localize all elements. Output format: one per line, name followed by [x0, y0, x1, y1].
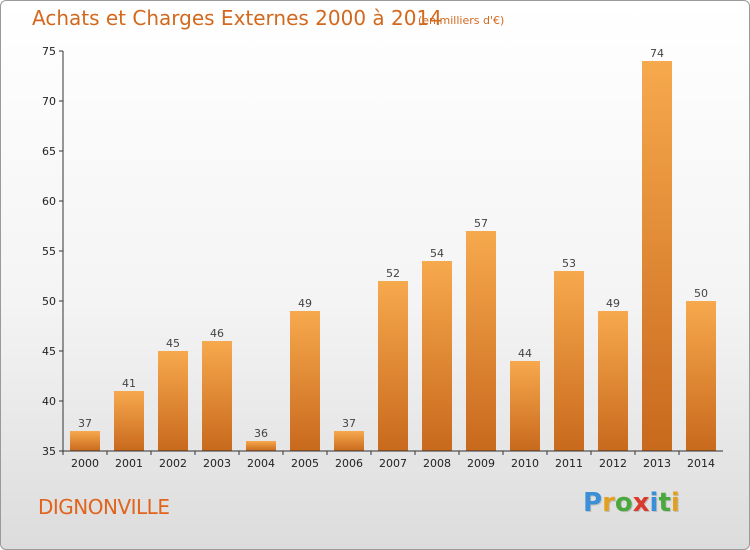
chart-title: Achats et Charges Externes 2000 à 2014	[32, 6, 442, 30]
x-tick-label: 2008	[423, 457, 451, 470]
x-tick-label: 2005	[291, 457, 319, 470]
x-tick-label: 2012	[599, 457, 627, 470]
y-tick-label: 60	[42, 195, 56, 208]
bar	[290, 311, 320, 451]
bar-value-label: 37	[342, 417, 356, 430]
x-tick-label: 2010	[511, 457, 539, 470]
proxiti-logo: Proxiti	[583, 488, 680, 518]
bar	[422, 261, 452, 451]
commune-name: DIGNONVILLE	[38, 495, 170, 519]
bar-value-label: 50	[694, 287, 708, 300]
x-tick-label: 2007	[379, 457, 407, 470]
bar-value-label: 52	[386, 267, 400, 280]
y-tick-label: 55	[42, 245, 56, 258]
y-tick-label: 75	[42, 45, 56, 58]
logo-letter: x	[632, 488, 650, 518]
bar	[202, 341, 232, 451]
bar	[378, 281, 408, 451]
logo-letter: t	[658, 488, 671, 518]
bar	[114, 391, 144, 451]
bar-value-label: 53	[562, 257, 576, 270]
logo-letter: o	[614, 488, 633, 518]
y-tick-label: 50	[42, 295, 56, 308]
bar-value-label: 46	[210, 327, 224, 340]
bar-value-label: 49	[298, 297, 312, 310]
bar	[246, 441, 276, 451]
bar-value-label: 54	[430, 247, 444, 260]
logo-letter: i	[670, 488, 680, 518]
x-tick-label: 2009	[467, 457, 495, 470]
x-tick-label: 2002	[159, 457, 187, 470]
bar	[70, 431, 100, 451]
logo-letter: r	[602, 488, 615, 518]
bar-value-label: 49	[606, 297, 620, 310]
x-tick-label: 2014	[687, 457, 715, 470]
y-tick-label: 35	[42, 445, 56, 458]
bar	[686, 301, 716, 451]
bar-value-label: 44	[518, 347, 532, 360]
logo-letter: P	[583, 488, 603, 518]
y-tick-label: 40	[42, 395, 56, 408]
y-tick-label: 65	[42, 145, 56, 158]
bar-value-label: 57	[474, 217, 488, 230]
x-tick-label: 2004	[247, 457, 275, 470]
x-tick-label: 2001	[115, 457, 143, 470]
bar	[598, 311, 628, 451]
x-tick-label: 2006	[335, 457, 363, 470]
y-tick-label: 70	[42, 95, 56, 108]
bar	[466, 231, 496, 451]
x-tick-label: 2011	[555, 457, 583, 470]
bar-value-label: 74	[650, 47, 664, 60]
bar	[510, 361, 540, 451]
bar-value-label: 45	[166, 337, 180, 350]
y-tick-label: 45	[42, 345, 56, 358]
bar	[642, 61, 672, 451]
x-tick-label: 2000	[71, 457, 99, 470]
bar-value-label: 36	[254, 427, 268, 440]
bar-value-label: 37	[78, 417, 92, 430]
logo-letter: i	[649, 488, 659, 518]
x-tick-label: 2003	[203, 457, 231, 470]
bar	[554, 271, 584, 451]
x-tick-label: 2013	[643, 457, 671, 470]
bar	[158, 351, 188, 451]
bar	[334, 431, 364, 451]
chart-unit-note: (en milliers d'€)	[418, 14, 505, 27]
bar-value-label: 41	[122, 377, 136, 390]
